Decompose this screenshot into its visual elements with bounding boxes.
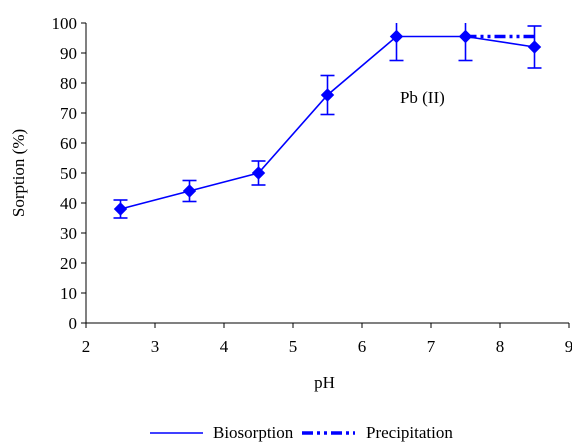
x-tick-label: 2 <box>82 337 91 356</box>
x-tick-label: 8 <box>496 337 505 356</box>
x-tick-label: 9 <box>565 337 572 356</box>
axes <box>85 23 569 324</box>
y-tick-label: 10 <box>60 284 77 303</box>
data-point-biosorption <box>182 184 197 198</box>
legend: Biosorption Precipitation <box>150 423 453 442</box>
data-point-biosorption <box>389 29 404 44</box>
x-tick-label: 7 <box>427 337 436 356</box>
y-tick-label: 30 <box>60 224 77 243</box>
x-tick-label: 5 <box>289 337 298 356</box>
y-tick-label: 40 <box>60 194 77 213</box>
y-tick-label: 60 <box>60 134 77 153</box>
y-tick-label: 0 <box>69 314 78 333</box>
y-axis-label: Sorption (%) <box>9 129 28 217</box>
x-tick-label: 6 <box>358 337 367 356</box>
data-point-biosorption <box>320 88 335 102</box>
y-tick-label: 50 <box>60 164 77 183</box>
plot-area <box>113 23 542 219</box>
y-tick-label: 20 <box>60 254 77 273</box>
y-tick-label: 100 <box>52 14 78 33</box>
annotation-pb-ii: Pb (II) <box>400 88 445 107</box>
series-line-biosorption <box>120 35 535 210</box>
x-tick-label: 4 <box>220 337 229 356</box>
y-tick-label: 80 <box>60 74 77 93</box>
data-point-biosorption <box>527 40 542 54</box>
x-ticks: 2 3 4 5 6 7 8 9 <box>82 323 572 356</box>
data-point-biosorption <box>113 202 128 216</box>
y-ticks: 0 10 20 30 40 50 60 70 80 90 100 <box>52 14 86 333</box>
y-tick-label: 70 <box>60 104 77 123</box>
x-axis-label: pH <box>314 373 335 392</box>
y-tick-label: 90 <box>60 44 77 63</box>
x-tick-label: 3 <box>151 337 160 356</box>
legend-label-biosorption: Biosorption <box>213 423 294 442</box>
legend-label-precipitation: Precipitation <box>366 423 453 442</box>
data-point-biosorption <box>251 166 266 180</box>
